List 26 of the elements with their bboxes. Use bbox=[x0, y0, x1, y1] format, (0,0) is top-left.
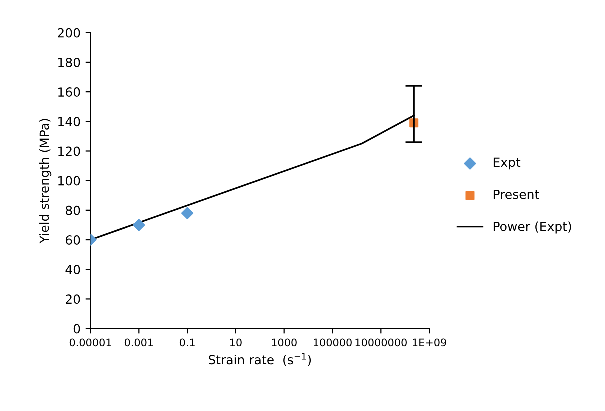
y-tick-label: 180 bbox=[58, 58, 80, 68]
y-tick-label: 80 bbox=[66, 206, 80, 216]
x-tick-label: 0.1 bbox=[180, 338, 195, 347]
point bbox=[133, 219, 146, 232]
y-tick-label: 40 bbox=[66, 265, 80, 275]
point bbox=[181, 207, 194, 220]
x-tick-label: 100000 bbox=[314, 338, 352, 347]
y-tick-label: 60 bbox=[66, 235, 80, 245]
y-tick-label: 0 bbox=[74, 324, 80, 334]
x-tick-label: 10 bbox=[230, 338, 242, 347]
x-axis-title: Strain rate (s$^{−1}$) bbox=[208, 353, 312, 366]
y-tick-label: 100 bbox=[58, 176, 80, 186]
legend-label: Power (Expt) bbox=[494, 222, 572, 234]
y-tick-label: 140 bbox=[58, 117, 80, 127]
legend-label: Present bbox=[494, 190, 540, 200]
x-tick-label: 0.00001 bbox=[70, 338, 112, 347]
y-tick-label: 200 bbox=[58, 28, 80, 38]
y-tick-label: 120 bbox=[58, 146, 80, 156]
y-axis-title: Yield strength (MPa) bbox=[40, 119, 52, 244]
y-tick-label: 20 bbox=[66, 294, 80, 304]
x-tick-label: 0.001 bbox=[124, 338, 154, 347]
legend-label: Expt bbox=[494, 158, 521, 170]
x-tick-label: 10000000 bbox=[356, 338, 407, 347]
x-tick-label: 1E+09 bbox=[413, 338, 446, 347]
y-tick-label: 160 bbox=[58, 88, 80, 97]
x-tick-label: 1000 bbox=[272, 338, 297, 347]
